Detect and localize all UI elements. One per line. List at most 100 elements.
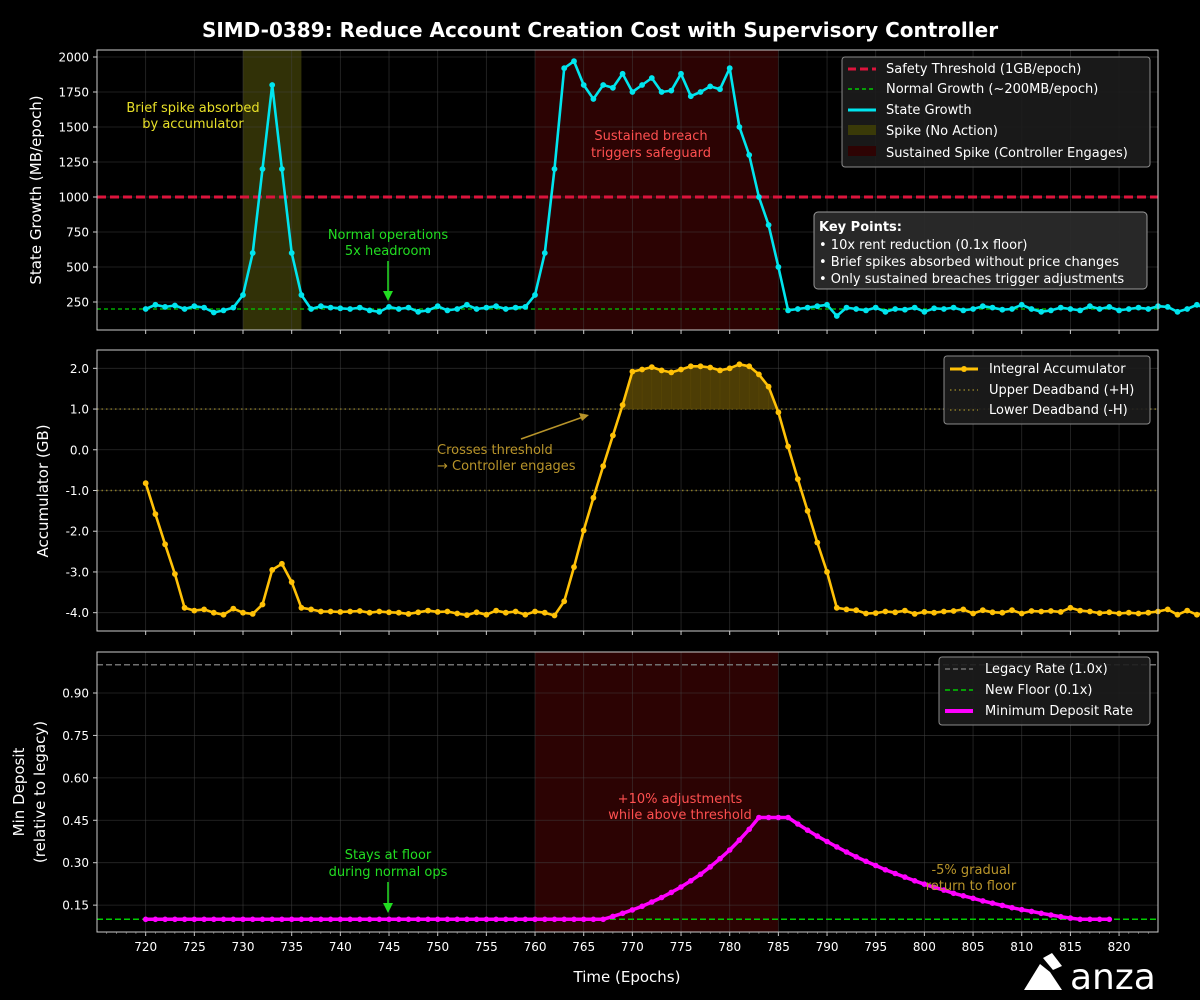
data-point xyxy=(191,303,198,310)
data-point xyxy=(658,894,665,901)
data-point xyxy=(590,96,597,102)
x-tick-label: 800 xyxy=(913,940,936,954)
sustained-region xyxy=(535,652,779,932)
x-axis-label: Time (Epochs) xyxy=(573,968,681,986)
data-point xyxy=(1194,611,1200,618)
data-point xyxy=(980,898,986,904)
data-point xyxy=(327,304,334,311)
legend-sustained-swatch xyxy=(848,146,876,156)
data-point xyxy=(989,609,996,616)
data-point xyxy=(619,910,626,917)
stays-at-floor-arrow xyxy=(383,882,393,913)
data-point xyxy=(921,308,928,315)
data-point xyxy=(717,367,723,374)
data-point xyxy=(502,609,509,616)
data-point xyxy=(1174,611,1181,618)
data-point xyxy=(1145,609,1152,616)
y-tick-label: 0.75 xyxy=(62,729,89,743)
data-point xyxy=(366,307,373,314)
data-point xyxy=(775,264,782,270)
gradual-return-annotation-line1: -5% gradual xyxy=(931,863,1010,878)
data-point xyxy=(629,89,636,95)
data-point xyxy=(454,306,461,312)
data-point xyxy=(765,814,772,821)
data-point xyxy=(551,166,558,172)
data-point xyxy=(892,306,899,312)
data-point xyxy=(201,916,207,923)
data-point xyxy=(999,609,1006,616)
data-point xyxy=(999,902,1006,909)
key-point-item: • Only sustained breaches trigger adjust… xyxy=(819,272,1124,287)
data-point xyxy=(970,895,976,902)
data-point xyxy=(249,611,256,617)
data-point xyxy=(249,250,256,256)
y-tick-label: -1.0 xyxy=(66,484,89,498)
data-point xyxy=(979,607,986,614)
x-tick-label: 725 xyxy=(183,940,206,954)
data-point xyxy=(960,606,967,613)
data-point xyxy=(726,365,733,372)
legend-floor-label: New Floor (0.1x) xyxy=(985,683,1092,698)
data-point xyxy=(911,304,918,311)
data-point xyxy=(201,606,208,613)
data-point xyxy=(1009,306,1015,312)
sustained-region xyxy=(535,50,779,330)
data-point xyxy=(707,364,714,371)
min-deposit-legend: Legacy Rate (1.0x) New Floor (0.1x) Mini… xyxy=(938,656,1151,726)
data-point xyxy=(532,916,538,923)
data-point xyxy=(678,70,684,77)
data-point xyxy=(142,916,149,923)
data-point xyxy=(561,598,568,605)
data-point xyxy=(1057,304,1064,311)
data-point xyxy=(230,916,237,923)
data-point xyxy=(522,304,529,310)
y-tick-label: 1000 xyxy=(58,191,89,205)
data-point xyxy=(561,916,567,923)
data-point xyxy=(434,303,441,310)
crosses-threshold-arrow xyxy=(520,413,589,440)
x-tick-label: 720 xyxy=(134,940,157,954)
data-point xyxy=(814,539,821,546)
data-point xyxy=(522,916,529,923)
data-point xyxy=(357,916,363,923)
data-point xyxy=(794,306,801,312)
data-point xyxy=(863,610,869,617)
data-point xyxy=(347,916,353,923)
data-point xyxy=(191,916,198,923)
adjustments-annotation-line2: while above threshold xyxy=(608,808,751,823)
x-tick-label: 785 xyxy=(767,940,790,954)
data-point xyxy=(639,903,645,910)
data-point xyxy=(1067,915,1074,921)
legend-state-label: State Growth xyxy=(886,103,972,118)
data-point xyxy=(1048,912,1054,918)
data-point xyxy=(405,916,412,923)
data-point xyxy=(1028,908,1035,915)
data-point xyxy=(288,916,295,923)
data-point xyxy=(230,605,237,612)
data-point xyxy=(1164,304,1171,310)
data-point xyxy=(1057,609,1064,615)
data-point xyxy=(1164,606,1171,613)
y-tick-label: 2000 xyxy=(58,51,89,65)
data-point xyxy=(1106,609,1113,616)
data-point xyxy=(717,855,723,862)
data-point xyxy=(649,899,655,905)
data-point xyxy=(726,847,733,853)
data-point xyxy=(259,601,266,608)
data-point xyxy=(1184,306,1191,312)
data-point xyxy=(1096,306,1103,312)
data-point xyxy=(610,432,616,439)
data-point xyxy=(493,303,499,310)
x-tick-label: 750 xyxy=(426,940,449,954)
legend-spike-swatch xyxy=(848,125,876,135)
data-point xyxy=(415,609,422,616)
data-point xyxy=(308,306,314,312)
min-deposit-panel: 0.15 0.30 0.45 0.60 0.75 0.90 720 725 730 735 740… xyxy=(10,651,1159,954)
data-point xyxy=(668,889,675,896)
data-point xyxy=(989,900,996,906)
data-point xyxy=(142,306,149,312)
x-tick-label: 745 xyxy=(378,940,401,954)
data-point xyxy=(687,93,694,100)
data-point xyxy=(347,306,353,312)
legend-spike-label: Spike (No Action) xyxy=(886,124,998,139)
